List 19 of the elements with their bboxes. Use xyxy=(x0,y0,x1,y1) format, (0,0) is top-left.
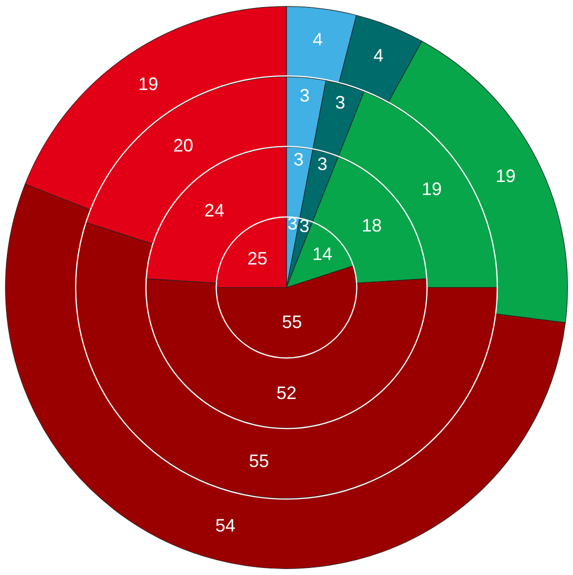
data-label: 18 xyxy=(362,216,382,236)
data-label: 54 xyxy=(215,516,236,536)
data-label: 19 xyxy=(138,74,158,94)
data-label: 3 xyxy=(317,154,328,174)
data-label: 3 xyxy=(335,92,346,112)
data-label: 19 xyxy=(496,166,516,186)
data-label: 55 xyxy=(282,312,302,332)
data-label: 55 xyxy=(249,451,270,472)
data-label: 3 xyxy=(300,86,310,106)
data-label: 4 xyxy=(373,45,384,66)
data-label: 52 xyxy=(276,382,297,403)
data-label: 14 xyxy=(312,244,332,264)
data-label: 24 xyxy=(204,200,224,221)
data-label: 19 xyxy=(422,178,442,199)
data-label: 3 xyxy=(294,150,304,170)
data-label: 4 xyxy=(312,30,323,50)
data-label: 3 xyxy=(299,216,310,236)
data-label: 25 xyxy=(247,248,268,268)
data-label: 20 xyxy=(173,135,194,156)
